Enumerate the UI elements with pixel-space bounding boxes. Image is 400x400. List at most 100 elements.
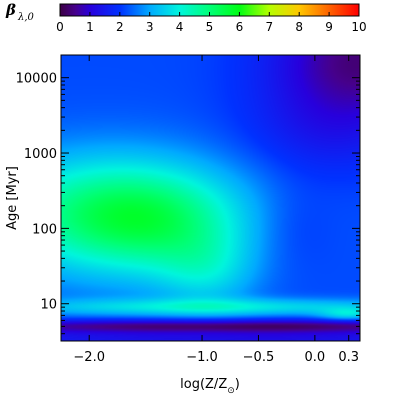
colorbar-cell bbox=[84, 4, 86, 16]
colorbar-cell bbox=[340, 4, 342, 16]
colorbar-cell bbox=[253, 4, 255, 16]
colorbar-cell bbox=[149, 4, 151, 16]
colorbar-cell bbox=[157, 4, 159, 16]
colorbar-cell bbox=[125, 4, 127, 16]
colorbar-cell bbox=[230, 4, 232, 16]
colorbar-cell bbox=[346, 4, 348, 16]
colorbar-cell bbox=[70, 4, 72, 16]
x-tick-label: −1.0 bbox=[186, 350, 218, 365]
colorbar-tick-label: 4 bbox=[176, 20, 184, 34]
colorbar-cell bbox=[172, 4, 174, 16]
colorbar-cell bbox=[237, 4, 239, 16]
colorbar-cell bbox=[122, 4, 124, 16]
colorbar-cell bbox=[217, 4, 219, 16]
colorbar-cell bbox=[115, 4, 117, 16]
colorbar-cell bbox=[195, 4, 197, 16]
colorbar-cell bbox=[297, 4, 299, 16]
colorbar-cell bbox=[277, 4, 279, 16]
colorbar-cell bbox=[286, 4, 288, 16]
colorbar-cell bbox=[236, 4, 238, 16]
colorbar-cell bbox=[64, 4, 66, 16]
colorbar-cell bbox=[199, 4, 201, 16]
colorbar-cell bbox=[78, 4, 80, 16]
colorbar-cell bbox=[81, 4, 83, 16]
colorbar-cell bbox=[174, 4, 176, 16]
colorbar-cell bbox=[154, 4, 156, 16]
colorbar-cell bbox=[132, 4, 134, 16]
colorbar-cell bbox=[179, 4, 181, 16]
colorbar-cell bbox=[356, 4, 358, 16]
colorbar-cell bbox=[194, 4, 196, 16]
colorbar-cell bbox=[231, 4, 233, 16]
colorbar-cell bbox=[187, 4, 189, 16]
colorbar-cell bbox=[96, 4, 98, 16]
colorbar-cell bbox=[86, 4, 88, 16]
colorbar-strip bbox=[60, 4, 360, 16]
colorbar-title: β bbox=[5, 1, 16, 19]
colorbar-cell bbox=[261, 4, 263, 16]
colorbar-cell bbox=[151, 4, 153, 16]
colorbar-cell bbox=[294, 4, 296, 16]
colorbar-cell bbox=[278, 4, 280, 16]
colorbar-cell bbox=[202, 4, 204, 16]
colorbar-cell bbox=[73, 4, 75, 16]
colorbar-cell bbox=[145, 4, 147, 16]
colorbar-cell bbox=[240, 4, 242, 16]
colorbar-cell bbox=[114, 4, 116, 16]
colorbar-cell bbox=[279, 4, 281, 16]
colorbar-cell bbox=[156, 4, 158, 16]
colorbar-cell bbox=[325, 4, 327, 16]
colorbar-cell bbox=[271, 4, 273, 16]
colorbar-cell bbox=[107, 4, 109, 16]
colorbar-cell bbox=[204, 4, 206, 16]
colorbar-cell bbox=[315, 4, 317, 16]
colorbar-cell bbox=[289, 4, 291, 16]
colorbar-cell bbox=[168, 4, 170, 16]
colorbar-cell bbox=[110, 4, 112, 16]
colorbar-cell bbox=[211, 4, 213, 16]
colorbar-tick-label: 1 bbox=[86, 20, 94, 34]
colorbar-cell bbox=[263, 4, 265, 16]
colorbar-cell bbox=[219, 4, 221, 16]
colorbar-cell bbox=[82, 4, 84, 16]
colorbar-cell bbox=[85, 4, 87, 16]
colorbar-cell bbox=[68, 4, 70, 16]
colorbar-cell bbox=[333, 4, 335, 16]
colorbar-cell bbox=[319, 4, 321, 16]
colorbar-cell bbox=[267, 4, 269, 16]
colorbar-cell bbox=[178, 4, 180, 16]
colorbar-cell bbox=[352, 4, 354, 16]
colorbar-ticks: 0 1 2 3 4 5 6 7 8 9 10 bbox=[56, 12, 367, 34]
y-tick-label: 100 bbox=[32, 222, 57, 237]
colorbar-cell bbox=[213, 4, 215, 16]
colorbar-cell bbox=[252, 4, 254, 16]
x-tick-label: 0.0 bbox=[305, 350, 326, 365]
colorbar-cell bbox=[337, 4, 339, 16]
colorbar-cell bbox=[269, 4, 271, 16]
colorbar-cell bbox=[124, 4, 126, 16]
colorbar-cell bbox=[306, 4, 308, 16]
colorbar-cell bbox=[123, 4, 125, 16]
colorbar-cell bbox=[287, 4, 289, 16]
colorbar-cell bbox=[256, 4, 258, 16]
colorbar-cell bbox=[276, 4, 278, 16]
colorbar-cell bbox=[249, 4, 251, 16]
y-tick-label: 10 bbox=[40, 298, 57, 313]
colorbar-tick-label: 6 bbox=[236, 20, 244, 34]
colorbar-cell bbox=[76, 4, 78, 16]
colorbar-cell bbox=[72, 4, 74, 16]
colorbar-cell bbox=[232, 4, 234, 16]
colorbar-cell bbox=[308, 4, 310, 16]
colorbar-cell bbox=[216, 4, 218, 16]
colorbar-cell bbox=[186, 4, 188, 16]
colorbar-cell bbox=[201, 4, 203, 16]
colorbar-cell bbox=[105, 4, 107, 16]
colorbar-cell bbox=[119, 4, 121, 16]
colorbar-cell bbox=[257, 4, 259, 16]
colorbar-cell bbox=[62, 4, 64, 16]
colorbar-cell bbox=[80, 4, 82, 16]
colorbar-cell bbox=[223, 4, 225, 16]
colorbar-cell bbox=[298, 4, 300, 16]
colorbar-cell bbox=[133, 4, 135, 16]
colorbar-cell bbox=[214, 4, 216, 16]
